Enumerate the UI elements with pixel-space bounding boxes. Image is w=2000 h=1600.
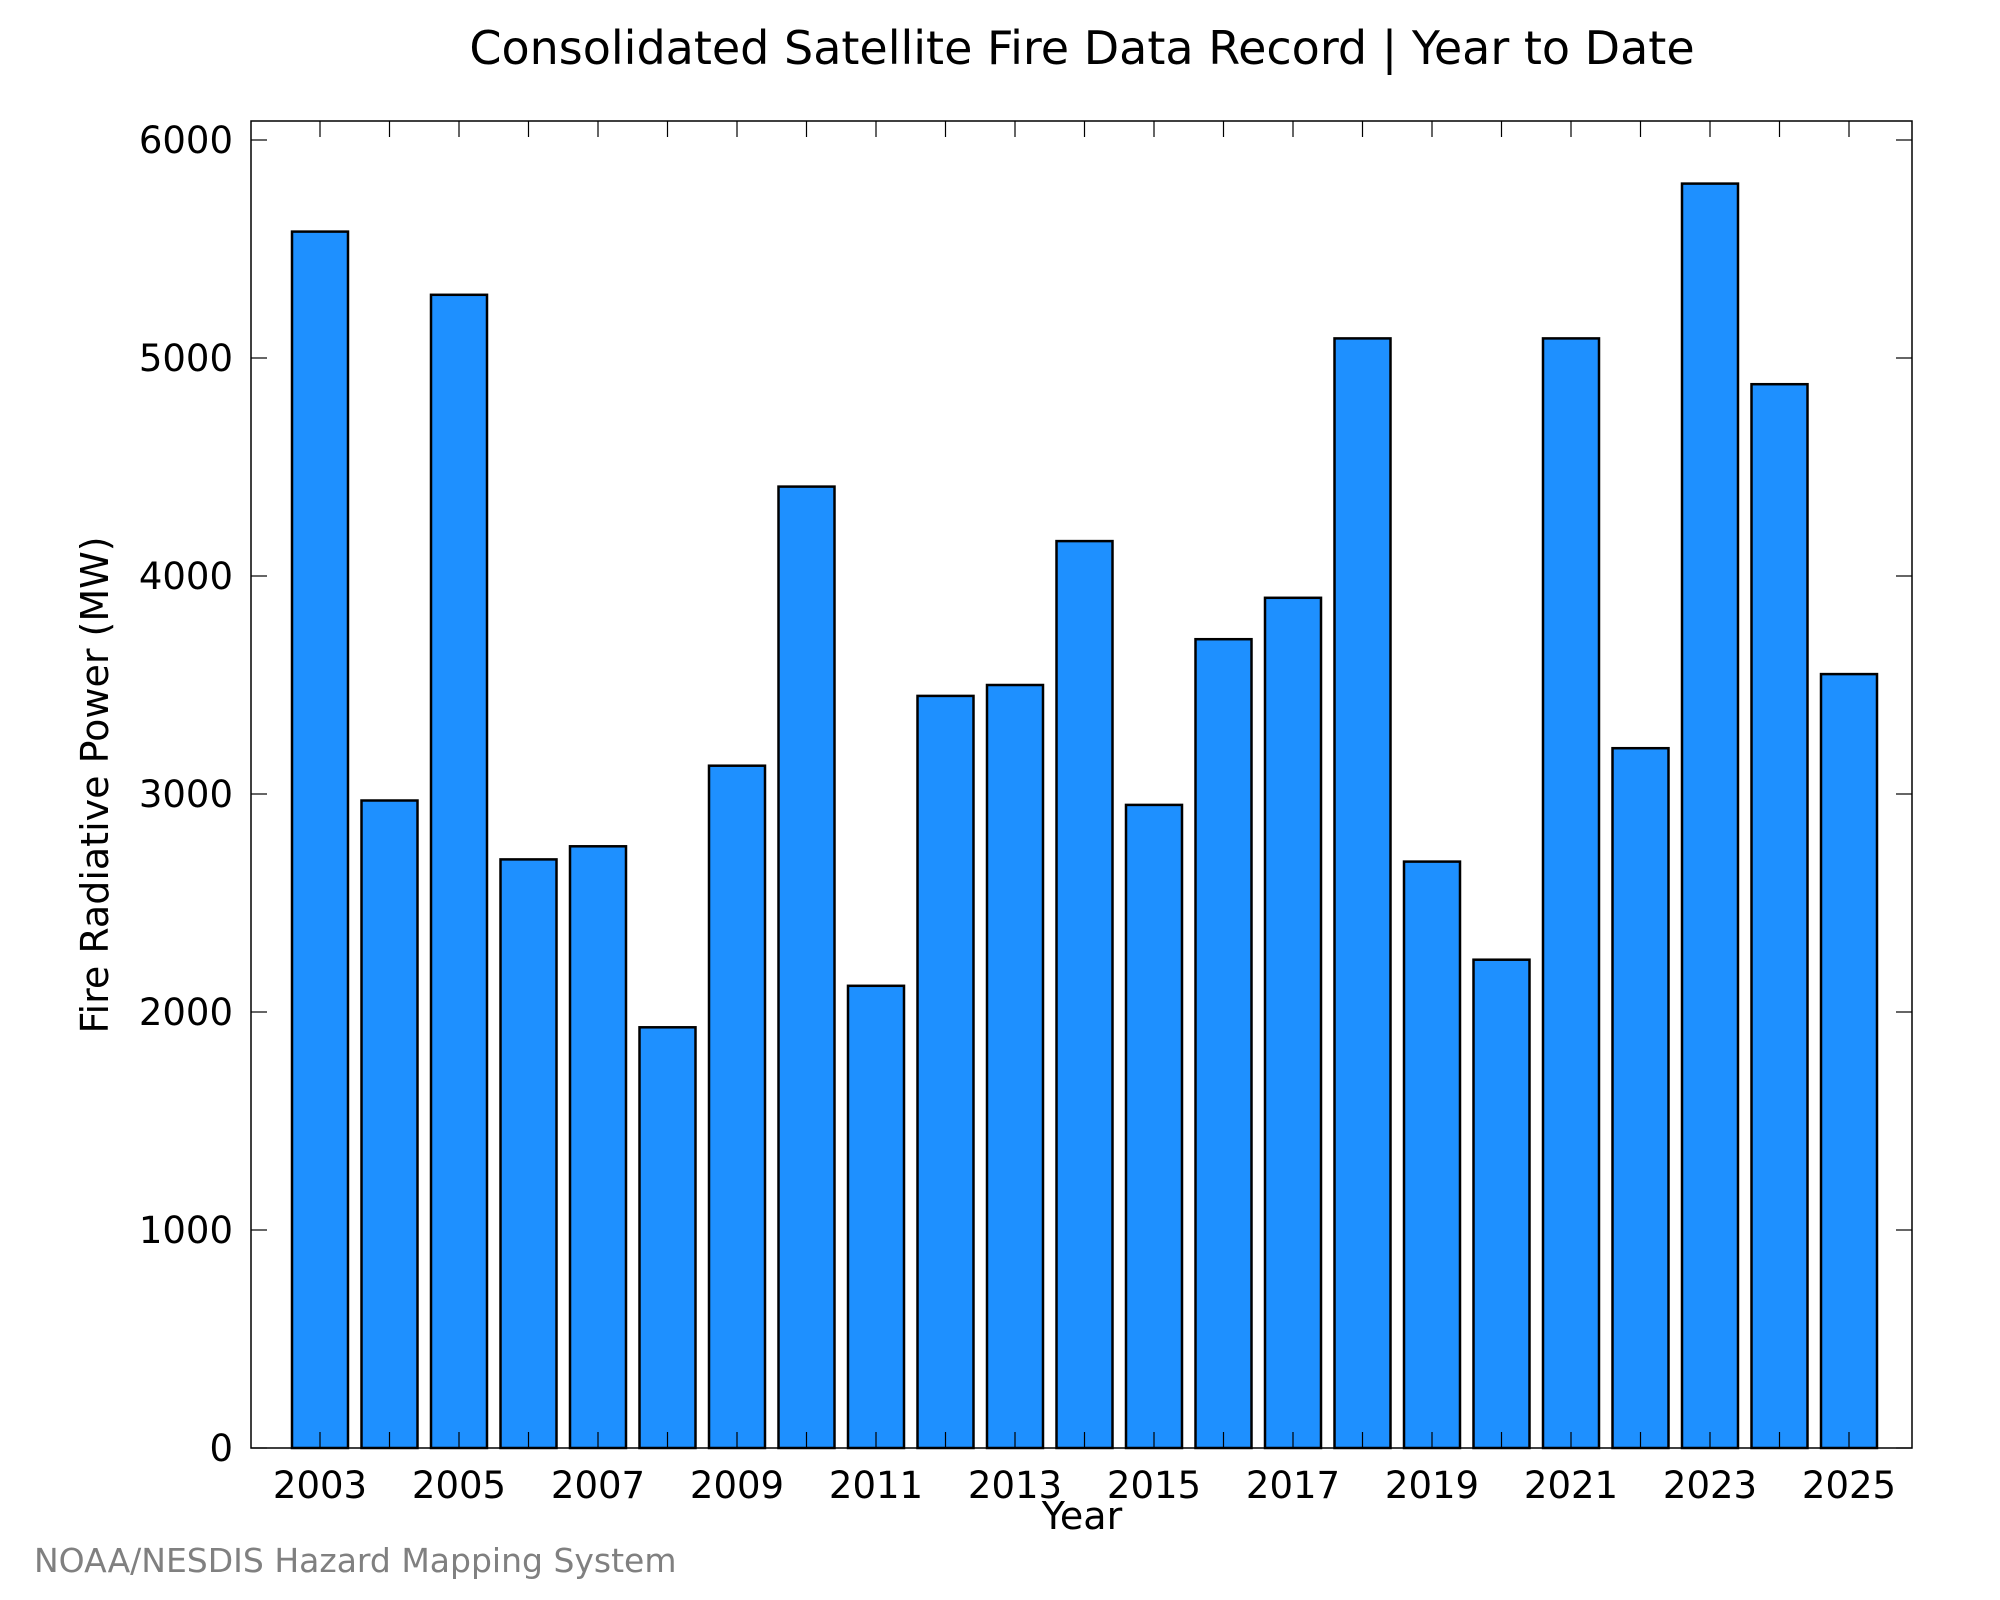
y-tick-label-5000: 5000: [139, 337, 233, 380]
bar-2025: [1819, 672, 1879, 1450]
bar-2005: [429, 293, 489, 1450]
bar-2013: [985, 683, 1045, 1450]
x-tick-label-2011: 2011: [829, 1464, 923, 1507]
y-tick-label-4000: 4000: [139, 555, 233, 598]
y-tick-label-6000: 6000: [139, 119, 233, 162]
bar-2004: [360, 799, 419, 1450]
y-axis: 0 1000 2000 3000 4000 5000 6000: [139, 119, 1912, 1470]
y-tick-label-3000: 3000: [139, 773, 233, 816]
bar-2006: [499, 858, 558, 1450]
bar-2007: [568, 845, 628, 1450]
x-tick-label-2023: 2023: [1663, 1464, 1757, 1507]
bar-2024: [1750, 382, 1809, 1450]
bar-2011: [846, 984, 906, 1450]
x-tick-label-2019: 2019: [1385, 1464, 1479, 1507]
x-tick-label-2017: 2017: [1246, 1464, 1340, 1507]
bar-2017: [1263, 596, 1323, 1450]
bar-2003: [290, 230, 350, 1450]
y-tick-label-1000: 1000: [139, 1209, 233, 1252]
bar-2019: [1402, 860, 1462, 1450]
y-tick-label-2000: 2000: [139, 991, 233, 1034]
bar-2020: [1472, 958, 1531, 1450]
y-axis-label: Fire Radiative Power (MW): [73, 536, 117, 1033]
bar-2010: [777, 485, 836, 1450]
x-axis-label: Year: [1041, 1494, 1123, 1538]
bar-2016: [1194, 637, 1253, 1450]
bars-group: [290, 182, 1879, 1450]
source-credit: NOAA/NESDIS Hazard Mapping System: [34, 1541, 677, 1580]
x-tick-label-2005: 2005: [412, 1464, 506, 1507]
bar-2014: [1055, 539, 1114, 1450]
x-tick-label-2015: 2015: [1107, 1464, 1201, 1507]
plot-frame: [250, 120, 1913, 1449]
bar-2009: [707, 764, 767, 1450]
x-tick-label-2021: 2021: [1524, 1464, 1618, 1507]
bar-2023: [1680, 182, 1740, 1450]
bar-2021: [1541, 337, 1601, 1450]
bar-2018: [1333, 337, 1392, 1450]
y-tick-label-0: 0: [209, 1427, 233, 1470]
x-axis: 2003 2005 2007 2009 2011 2013 2015 2017 2019 2021…: [273, 121, 1896, 1507]
x-tick-label-2009: 2009: [690, 1464, 784, 1507]
x-tick-label-2025: 2025: [1802, 1464, 1896, 1507]
bar-2022: [1611, 746, 1670, 1450]
bar-2012: [916, 694, 975, 1450]
bar-2008: [638, 1026, 697, 1450]
x-tick-label-2013: 2013: [968, 1464, 1062, 1507]
x-tick-label-2007: 2007: [551, 1464, 645, 1507]
bar-2015: [1124, 803, 1184, 1450]
x-tick-label-2003: 2003: [273, 1464, 367, 1507]
chart-title: Consolidated Satellite Fire Data Record …: [469, 21, 1694, 76]
